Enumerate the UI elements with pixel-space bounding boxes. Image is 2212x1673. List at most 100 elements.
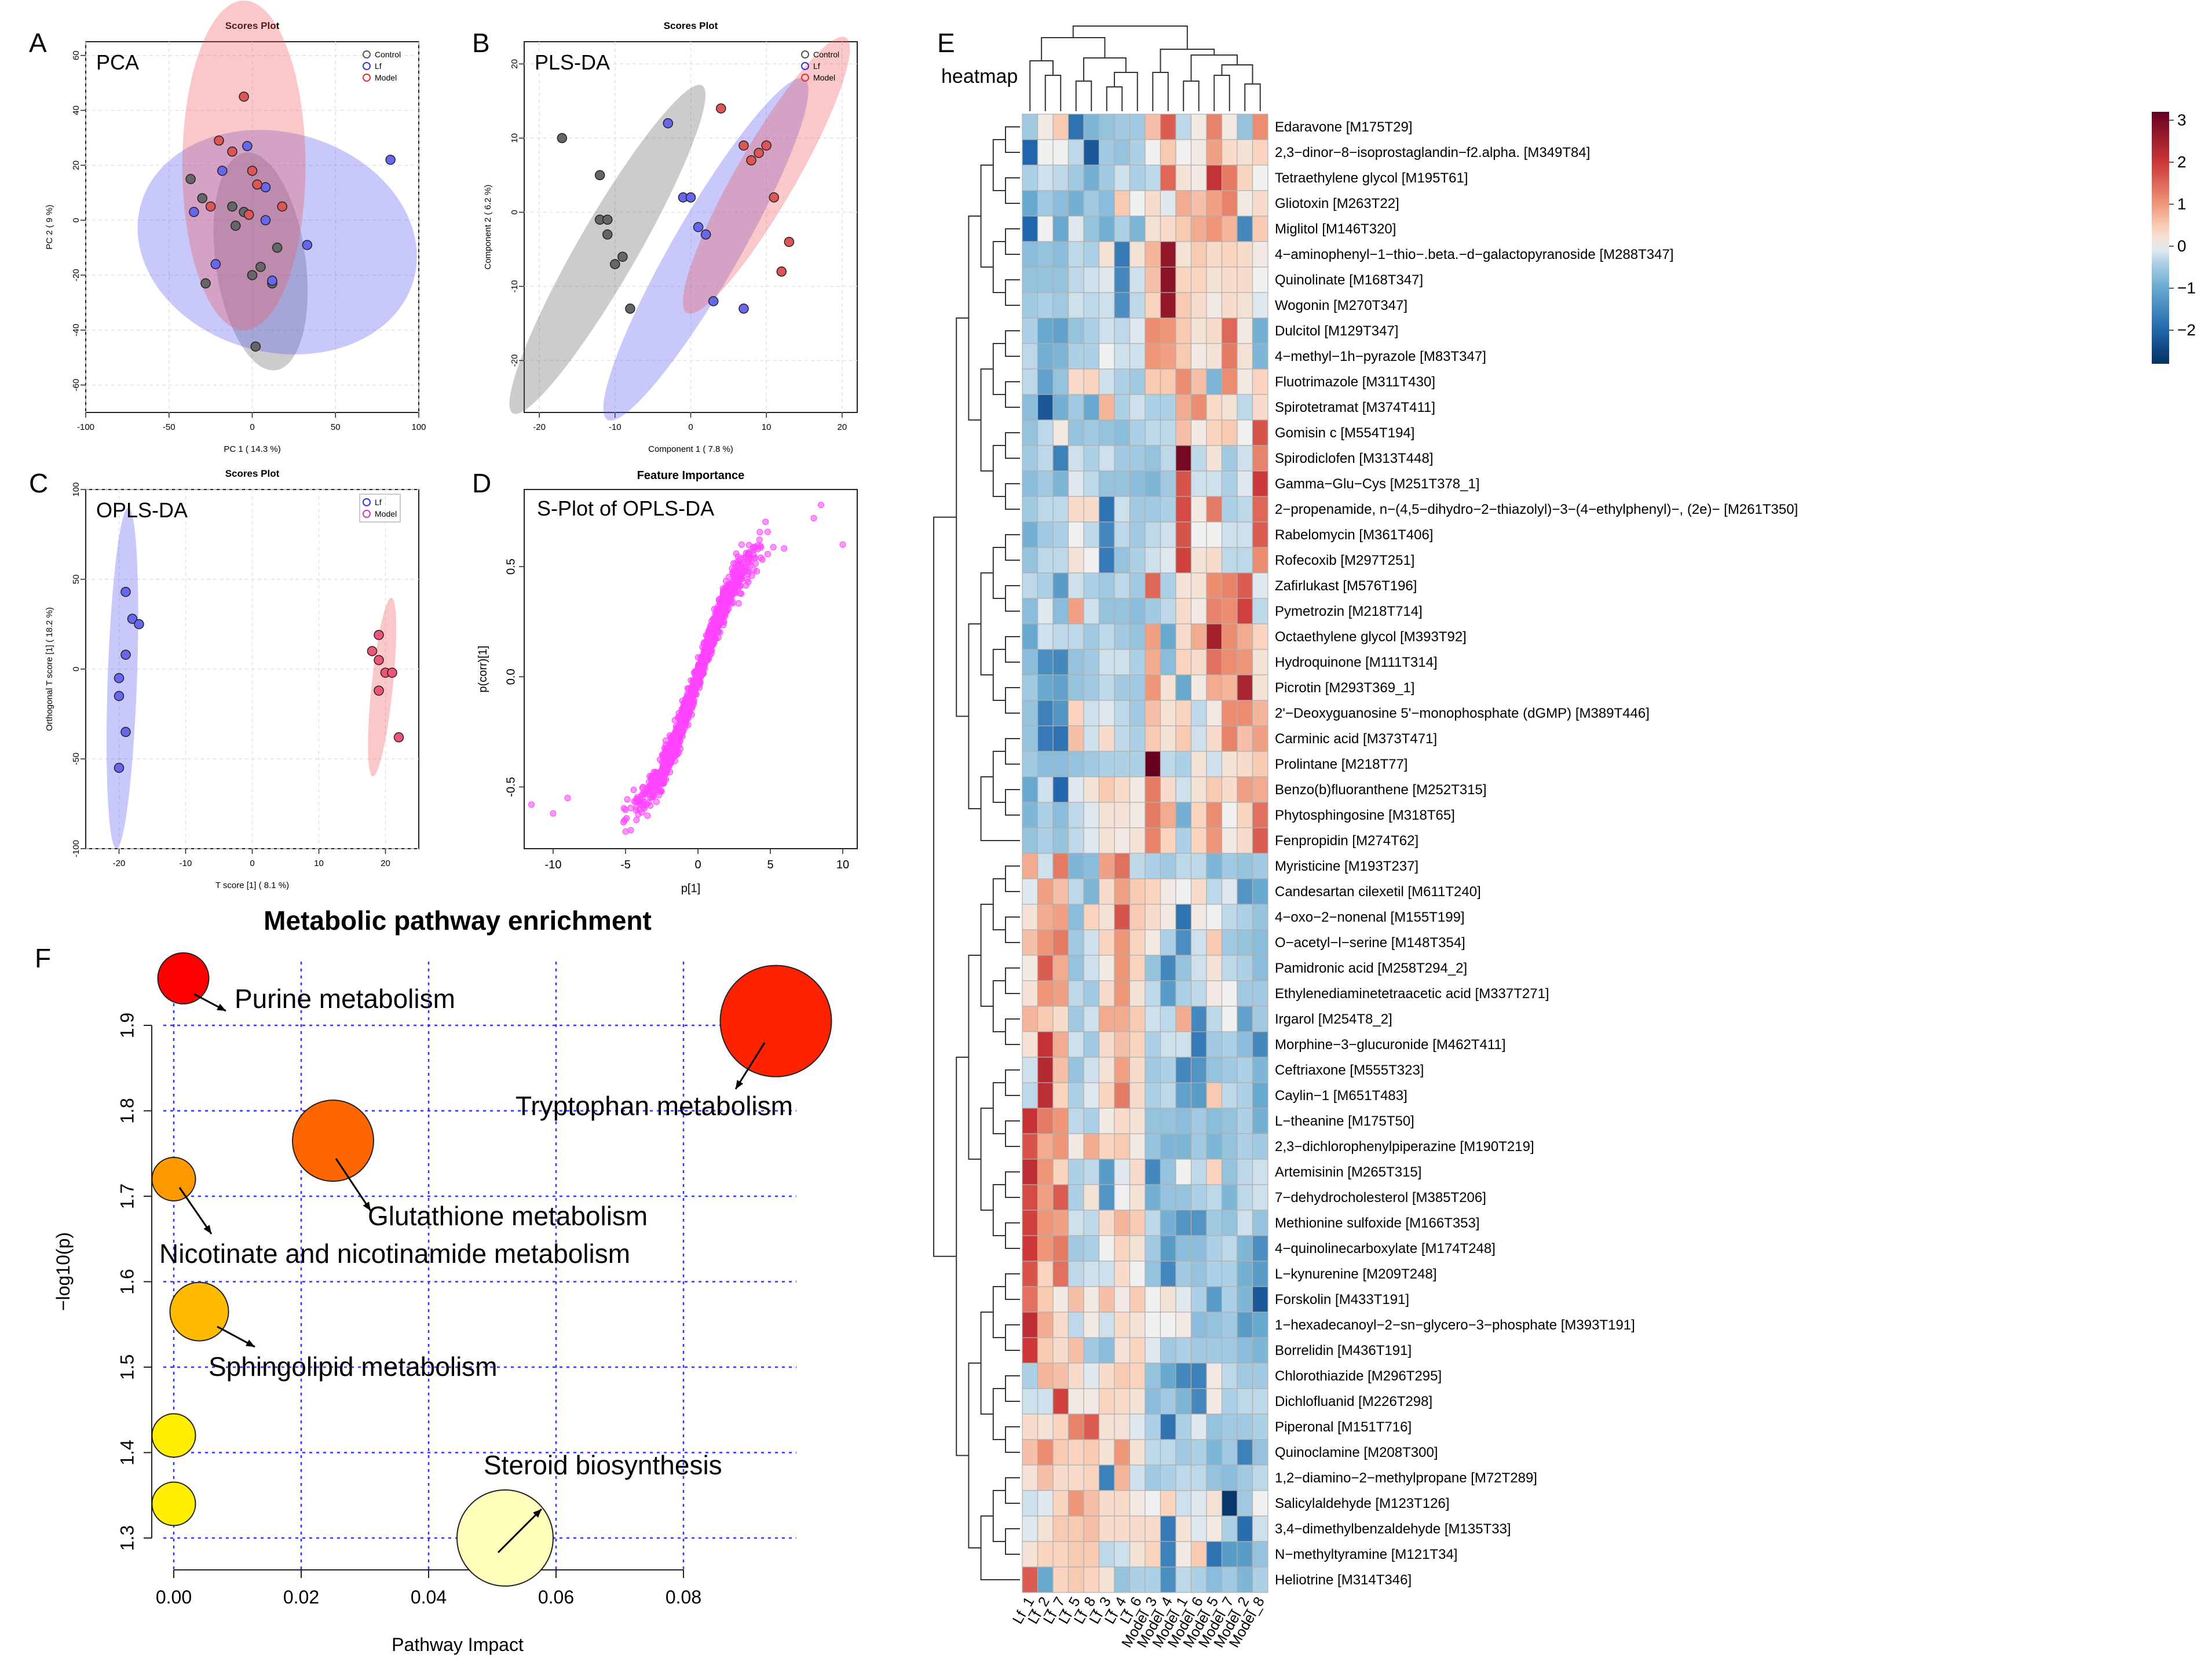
heatmap-cell — [1221, 878, 1238, 905]
heatmap-cell — [1145, 802, 1161, 828]
heatmap-cell — [1114, 1235, 1131, 1262]
heatmap-cell — [1022, 1133, 1039, 1160]
heatmap-cell — [1083, 1541, 1100, 1568]
panel-tag: PCA — [96, 50, 139, 74]
heatmap-cell — [1252, 929, 1268, 956]
heatmap-cell — [1175, 802, 1192, 828]
heatmap-cell — [1190, 1388, 1207, 1415]
heatmap-cell — [1129, 1439, 1146, 1466]
heatmap-cell — [1160, 776, 1176, 803]
heatmap-cell — [1052, 598, 1069, 624]
splot-point — [703, 655, 710, 662]
bubble — [151, 1157, 196, 1201]
heatmap-cell — [1252, 114, 1268, 140]
heatmap-cell — [1160, 751, 1176, 777]
heatmap-cell — [1237, 317, 1253, 344]
row-label: 4−oxo−2−nonenal [M155T199] — [1275, 909, 1465, 925]
bubble-label: Glutathione metabolism — [368, 1201, 648, 1231]
x-axis-label: Component 1 ( 7.8 %) — [648, 444, 733, 454]
bubble-label: Tryptophan metabolism — [515, 1091, 793, 1121]
heatmap-cell — [1237, 1006, 1253, 1032]
heatmap-cell — [1206, 649, 1223, 675]
data-point-lf — [385, 155, 396, 165]
data-point-lf — [120, 649, 131, 660]
heatmap-cell — [1037, 853, 1054, 879]
data-point-lf — [114, 762, 125, 773]
heatmap-cell — [1221, 114, 1238, 140]
row-label: Dulcitol [M129T347] — [1275, 323, 1398, 339]
data-point-model — [746, 155, 756, 166]
y-tick-label: 1.8 — [116, 1098, 137, 1123]
splot-point — [746, 549, 753, 556]
heatmap-cell — [1022, 1515, 1039, 1542]
heatmap-cell — [1206, 547, 1223, 574]
heatmap-cell — [1114, 827, 1131, 854]
splot-point — [675, 748, 682, 755]
heatmap-cell — [1175, 317, 1192, 344]
heatmap-cell — [1067, 878, 1084, 905]
heatmap-cell — [1098, 674, 1115, 701]
heatmap-cell — [1052, 1031, 1069, 1058]
heatmap-cell — [1052, 445, 1069, 472]
y-tick-label: -10 — [510, 280, 520, 293]
heatmap-cell — [1129, 955, 1146, 981]
heatmap-cell — [1098, 1541, 1115, 1568]
x-tick-label: 10 — [836, 859, 849, 871]
data-point-model — [738, 140, 749, 151]
arrow-line — [335, 1158, 372, 1211]
heatmap-cell — [1129, 1235, 1146, 1262]
splot-point — [723, 592, 730, 599]
data-point-lf — [663, 118, 674, 129]
legend-label: Lf — [375, 498, 382, 507]
heatmap-cell — [1221, 1541, 1238, 1568]
heatmap-cell — [1052, 827, 1069, 854]
row-label: 2,3−dinor−8−isoprostaglandin−f2.alpha. [… — [1275, 145, 1590, 160]
heatmap-cell — [1037, 700, 1054, 726]
heatmap-cell — [1237, 725, 1253, 752]
heatmap-cell — [1114, 139, 1131, 166]
heatmap-cell — [1098, 1261, 1115, 1287]
heatmap-cell — [1252, 1362, 1268, 1389]
heatmap-cell — [1083, 394, 1100, 421]
row-label: Phytosphingosine [M318T65] — [1275, 808, 1455, 823]
heatmap-cell — [1252, 878, 1268, 905]
heatmap-cell — [1098, 1515, 1115, 1542]
heatmap-cell — [1221, 827, 1238, 854]
heatmap-cell — [1145, 114, 1161, 140]
row-label: Rabelomycin [M361T406] — [1275, 527, 1433, 543]
heatmap-cell — [1037, 394, 1054, 421]
heatmap-cell — [1160, 955, 1176, 981]
heatmap-cell — [1129, 1133, 1146, 1160]
heatmap-cell — [1114, 241, 1131, 268]
splot-point — [715, 612, 722, 619]
heatmap-cell — [1067, 1312, 1084, 1338]
heatmap-cell — [1022, 1006, 1039, 1032]
heatmap-cell — [1145, 1031, 1161, 1058]
row-label: Fluotrimazole [M311T430] — [1275, 374, 1435, 390]
heatmap-cell — [1098, 1388, 1115, 1415]
data-point-lf — [120, 726, 131, 737]
y-tick-label: 1.9 — [116, 1013, 137, 1038]
heatmap-cell — [1206, 955, 1223, 981]
heatmap-cell — [1145, 674, 1161, 701]
heatmap-cell — [1114, 623, 1131, 650]
heatmap-cell — [1067, 929, 1084, 956]
heatmap-cell — [1221, 368, 1238, 395]
heatmap-cell — [1052, 1184, 1069, 1211]
splot-point — [762, 518, 769, 525]
heatmap-cell — [1190, 1006, 1207, 1032]
heatmap-cell — [1083, 114, 1100, 140]
heatmap-cell — [1145, 266, 1161, 293]
heatmap-cell — [1160, 419, 1176, 446]
heatmap-cell — [1221, 1006, 1238, 1032]
heatmap-cell — [1022, 980, 1039, 1007]
heatmap-cell — [1129, 1566, 1146, 1593]
heatmap-cell — [1252, 1261, 1268, 1287]
heatmap-cell — [1114, 445, 1131, 472]
heatmap-cell — [1145, 1413, 1161, 1440]
heatmap-cell — [1114, 1006, 1131, 1032]
heatmap-cell — [1160, 1210, 1176, 1236]
heatmap-cell — [1190, 980, 1207, 1007]
heatmap-cell — [1114, 1566, 1131, 1593]
y-tick-label: -20 — [71, 269, 81, 282]
